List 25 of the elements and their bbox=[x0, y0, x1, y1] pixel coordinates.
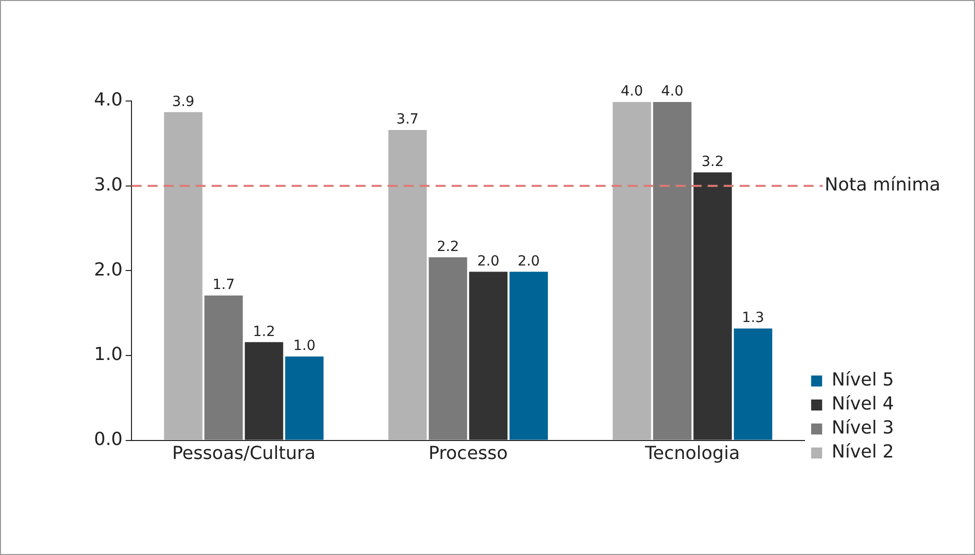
legend-label: Nível 5 bbox=[832, 370, 894, 391]
legend-label: Nível 2 bbox=[832, 442, 894, 463]
data-label: 2.0 bbox=[518, 253, 540, 270]
y-tick-label: 1.0 bbox=[94, 344, 123, 366]
data-label: 2.0 bbox=[477, 253, 500, 270]
data-label: 3.9 bbox=[172, 94, 194, 110]
data-label: 4.0 bbox=[620, 84, 644, 100]
y-tick-label: 3.0 bbox=[94, 174, 123, 196]
data-label: 3.2 bbox=[702, 154, 724, 170]
data-label: 3.7 bbox=[396, 112, 419, 128]
y-tick-label: 4.0 bbox=[94, 90, 123, 111]
data-label: 4.0 bbox=[661, 84, 684, 100]
data-label: 1.3 bbox=[742, 310, 764, 326]
legend-label: Nível 3 bbox=[832, 418, 894, 439]
ref-line-label: Nota mínima bbox=[824, 174, 940, 196]
y-tick-label: 2.0 bbox=[94, 259, 123, 280]
data-label: 1.7 bbox=[212, 277, 235, 294]
data-label: 1.2 bbox=[252, 324, 276, 340]
x-tick-label: Tecnologia bbox=[644, 442, 740, 464]
data-label: 2.2 bbox=[436, 238, 460, 255]
x-tick-label: Pessoas/Cultura bbox=[172, 442, 316, 464]
legend-label: Nível 4 bbox=[832, 394, 894, 415]
data-label: 1.0 bbox=[293, 338, 316, 354]
x-tick-label: Processo bbox=[428, 442, 508, 464]
y-tick-label: 0.0 bbox=[94, 429, 123, 450]
